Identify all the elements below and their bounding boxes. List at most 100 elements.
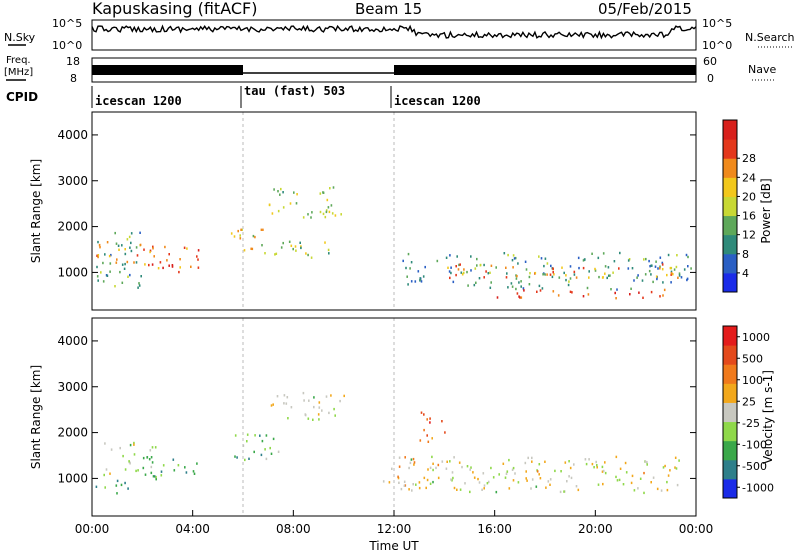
data-cell-3 (265, 457, 268, 461)
data-cell-1 (149, 449, 152, 452)
data-cell-6 (538, 473, 540, 476)
data-cell-6 (539, 477, 542, 480)
data-cell-6 (627, 267, 630, 270)
data-cell-6 (593, 466, 595, 469)
data-cell-5 (311, 211, 313, 214)
radar-title: Kapuskasing (fitACF) (92, 0, 257, 18)
cpid-label: CPID (6, 90, 38, 104)
data-cell-6 (441, 460, 444, 463)
data-cell-5 (334, 214, 337, 217)
data-cell-4 (333, 407, 335, 411)
data-cell-4 (324, 241, 326, 244)
data-cell-6 (512, 254, 515, 257)
data-cell-0 (95, 485, 98, 488)
data-cell-2 (190, 265, 192, 268)
data-cell-6 (513, 257, 516, 260)
data-cell-6 (631, 474, 634, 478)
data-cell-6 (466, 465, 469, 468)
data-cell-6 (420, 280, 423, 283)
data-cell-6 (680, 276, 683, 279)
data-cell-6 (489, 271, 491, 274)
data-cell-6 (659, 256, 662, 259)
data-cell-6 (520, 285, 522, 288)
data-cell-8 (629, 293, 631, 296)
data-cell-6 (411, 489, 413, 492)
data-cell-7 (420, 411, 423, 414)
data-cell-6 (619, 467, 622, 470)
data-cell-7 (459, 263, 461, 266)
data-cell-2 (166, 259, 168, 262)
data-cell-0 (119, 270, 121, 274)
colorbar-tick-label-2: 12 (742, 229, 756, 242)
data-cell-0 (137, 286, 139, 289)
data-cell-7 (483, 276, 485, 279)
data-cell-7 (672, 273, 674, 276)
data-cell-5 (322, 191, 324, 194)
velocity-data (95, 318, 680, 516)
data-cell-6 (402, 259, 404, 263)
data-cell-6 (564, 461, 567, 464)
data-cell-4 (339, 399, 341, 403)
data-cell-1 (104, 442, 106, 445)
data-cell-6 (476, 257, 478, 261)
velocity-colorbar: 1000 500 100 25 -25 -100 -500 -1000 (722, 325, 774, 499)
data-cell-6 (452, 280, 455, 284)
data-cell-3 (251, 247, 254, 251)
data-cell-6 (437, 463, 440, 467)
data-cell-6 (459, 488, 462, 491)
data-cell-4 (313, 396, 315, 399)
data-cell-2 (172, 458, 175, 461)
data-cell-6 (514, 256, 517, 260)
data-cell-6 (596, 464, 598, 467)
data-cell-3 (236, 456, 238, 459)
data-cell-4 (300, 246, 302, 250)
data-cell-2 (197, 258, 199, 261)
data-cell-6 (456, 488, 458, 491)
data-cell-6 (536, 470, 539, 473)
data-cell-6 (594, 269, 597, 272)
colorbar-tick-label-1: 8 (742, 248, 749, 261)
data-cell-6 (425, 486, 427, 490)
data-cell-2 (185, 471, 188, 474)
data-cell-2 (177, 464, 180, 467)
data-cell-6 (568, 280, 570, 283)
data-cell-5 (398, 481, 400, 484)
data-cell-6 (622, 483, 625, 486)
data-cell-0 (109, 262, 112, 265)
data-cell-6 (506, 470, 509, 473)
data-cell-6 (639, 477, 642, 480)
data-cell-6 (462, 271, 465, 275)
data-cell-6 (675, 265, 678, 269)
data-cell-6 (535, 485, 538, 488)
data-cell-4 (294, 245, 297, 248)
data-cell-6 (563, 490, 565, 493)
data-cell-7 (419, 439, 422, 442)
data-cell-6 (685, 253, 688, 257)
colorbar-swatch-3 (723, 215, 737, 236)
data-cell-6 (419, 277, 421, 280)
data-cell-4 (313, 405, 315, 409)
data-cell-7 (553, 273, 555, 276)
data-cell-1 (142, 456, 145, 460)
colorbar-tick-label-3: 16 (742, 210, 756, 223)
colorbar-frame (722, 119, 738, 293)
data-cell-6 (406, 275, 408, 278)
data-cell-0 (135, 246, 138, 249)
data-cell-6 (633, 279, 635, 282)
data-cell-6 (683, 268, 686, 271)
y-tick-label-3: 4000 (57, 128, 88, 142)
data-cell-2 (155, 475, 157, 479)
data-cell-6 (527, 456, 529, 460)
data-cell-3 (233, 235, 236, 238)
data-cell-4 (286, 396, 289, 399)
data-cell-7 (552, 267, 554, 270)
data-cell-7 (505, 276, 508, 279)
y-tick-label-1: 2000 (57, 220, 88, 234)
cpid-row: CPID icescan 1200 tau (fast) 503 icescan… (6, 84, 481, 108)
data-cell-6 (415, 483, 417, 486)
y-tick-label-1: 2000 (57, 426, 88, 440)
data-cell-6 (405, 266, 407, 270)
data-cell-6 (628, 258, 631, 261)
data-cell-6 (633, 489, 636, 492)
data-cell-7 (444, 431, 446, 434)
